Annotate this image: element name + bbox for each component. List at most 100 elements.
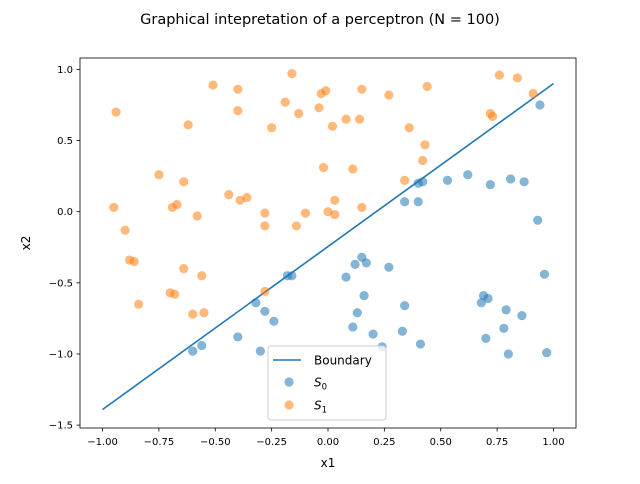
s1-point bbox=[120, 225, 130, 235]
x-tick-label: 0.00 bbox=[317, 437, 339, 448]
s1-point bbox=[314, 103, 324, 113]
x-axis-ticks: −1.00 −0.75 −0.50 −0.25 0.00 0.25 0.50 0.75 1.00 bbox=[87, 428, 565, 448]
s1-point bbox=[384, 90, 394, 100]
s0-point bbox=[397, 326, 407, 336]
legend-s1-label: S1 bbox=[314, 399, 327, 416]
x-tick-label: 1.00 bbox=[542, 437, 564, 448]
s0-point bbox=[413, 197, 423, 207]
legend-s0-subscript: 0 bbox=[322, 383, 327, 393]
s0-point bbox=[251, 298, 261, 308]
s0-point bbox=[463, 170, 473, 180]
s1-point bbox=[422, 81, 432, 92]
s0-point bbox=[400, 197, 410, 207]
s1-point bbox=[109, 202, 119, 213]
s1-point bbox=[494, 70, 504, 80]
legend-s1-marker bbox=[284, 400, 294, 410]
s0-point bbox=[255, 346, 265, 356]
s1-point bbox=[134, 299, 144, 309]
s1-point bbox=[242, 192, 252, 203]
s0-point bbox=[506, 174, 516, 184]
legend-s1-subscript: 1 bbox=[322, 406, 327, 416]
s1-point bbox=[354, 114, 365, 124]
s0-point bbox=[415, 339, 426, 349]
s0-point bbox=[233, 332, 243, 342]
s1-point bbox=[172, 199, 182, 210]
s1-point bbox=[192, 211, 202, 221]
s0-point bbox=[535, 100, 545, 110]
s0-point bbox=[260, 306, 270, 316]
s1-point bbox=[357, 84, 367, 94]
chart-title: Graphical intepretation of a perceptron … bbox=[140, 12, 500, 28]
s1-point bbox=[260, 286, 270, 296]
s1-point bbox=[294, 108, 304, 119]
s1-point bbox=[179, 264, 189, 274]
s0-point bbox=[542, 347, 552, 358]
s0-point bbox=[499, 323, 509, 333]
s0-point bbox=[352, 308, 362, 318]
y-tick-label: 1.0 bbox=[57, 65, 73, 76]
y-tick-label: −1.5 bbox=[49, 421, 73, 432]
s0-point bbox=[368, 329, 378, 339]
s0-point bbox=[485, 180, 495, 190]
s1-point bbox=[170, 289, 180, 299]
y-axis-ticks: −1.5 −1.0 −0.5 0.0 0.5 1.0 bbox=[49, 65, 80, 432]
s1-point bbox=[330, 195, 340, 205]
s1-point bbox=[154, 170, 164, 180]
plot-area bbox=[102, 69, 554, 411]
s1-point bbox=[528, 88, 538, 99]
s1-point bbox=[348, 164, 358, 174]
s0-point bbox=[418, 177, 428, 187]
s1-point bbox=[197, 271, 207, 281]
s1-point bbox=[357, 202, 367, 213]
s1-point bbox=[300, 208, 311, 218]
s0-point bbox=[442, 175, 453, 185]
s0-point bbox=[481, 333, 491, 343]
y-tick-label: 0.5 bbox=[57, 136, 73, 147]
s0-point bbox=[350, 259, 360, 269]
s0-point bbox=[476, 298, 486, 308]
x-tick-label: −1.00 bbox=[87, 437, 118, 448]
s1-point bbox=[327, 121, 338, 131]
s1-point bbox=[260, 208, 270, 218]
s1-point bbox=[291, 221, 302, 231]
s1-point bbox=[111, 107, 121, 117]
x-tick-label: 0.75 bbox=[486, 437, 508, 448]
s0-point bbox=[517, 310, 527, 321]
s1-point bbox=[420, 140, 430, 150]
s0-point bbox=[501, 305, 511, 315]
s0-point bbox=[269, 316, 279, 326]
s0-point bbox=[287, 271, 297, 281]
x-tick-label: −0.25 bbox=[256, 437, 287, 448]
x-tick-label: −0.50 bbox=[200, 437, 231, 448]
s1-point bbox=[418, 155, 428, 166]
legend-frame bbox=[267, 345, 387, 421]
s1-point bbox=[330, 209, 340, 220]
series-s1 bbox=[109, 69, 538, 319]
s0-point bbox=[384, 262, 394, 272]
s1-point bbox=[512, 73, 522, 83]
s1-point bbox=[318, 162, 329, 173]
legend-boundary-label: Boundary bbox=[314, 354, 372, 368]
s1-point bbox=[260, 221, 270, 231]
s0-point bbox=[539, 269, 550, 279]
s1-point bbox=[487, 111, 498, 121]
s1-point bbox=[404, 123, 414, 133]
s0-point bbox=[197, 340, 207, 351]
boundary-line bbox=[102, 82, 554, 411]
s1-point bbox=[267, 123, 277, 133]
s1-point bbox=[233, 84, 243, 94]
legend-s1-name: S bbox=[314, 399, 322, 413]
legend: Boundary S0 S1 bbox=[267, 345, 387, 421]
s0-point bbox=[359, 291, 369, 301]
s0-point bbox=[341, 272, 351, 282]
s1-point bbox=[341, 114, 351, 124]
x-axis-label: x1 bbox=[321, 456, 336, 470]
y-tick-label: −1.0 bbox=[49, 350, 73, 361]
x-tick-label: 0.50 bbox=[430, 437, 452, 448]
legend-s0-marker bbox=[284, 377, 294, 387]
s0-point bbox=[400, 301, 410, 311]
s1-point bbox=[183, 120, 193, 130]
s1-point bbox=[129, 256, 139, 267]
s0-point bbox=[361, 258, 371, 268]
